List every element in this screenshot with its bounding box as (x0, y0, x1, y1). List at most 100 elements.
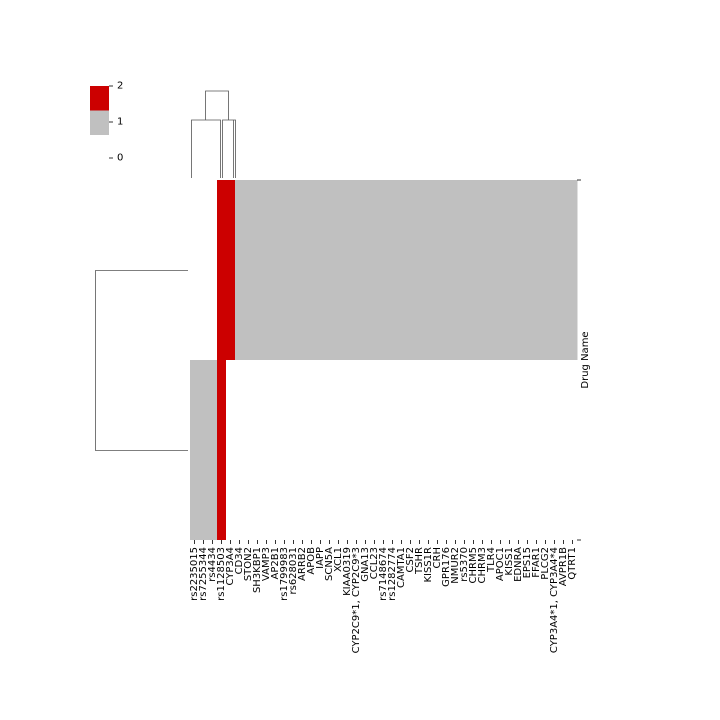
heatmap-cell (262, 180, 272, 360)
heatmap-cell (253, 360, 263, 540)
x-tick-label: AP2B1 (270, 547, 281, 579)
heatmap-cell (226, 360, 236, 540)
x-tick-label: CRH (432, 547, 443, 568)
x-tick-label: APOC1 (495, 547, 506, 581)
heatmap-cell (496, 180, 506, 360)
x-tick-label: XCL1 (333, 547, 344, 572)
x-tick-label: PLCG2 (540, 547, 551, 580)
x-tick-label: CCL23 (369, 547, 380, 579)
heatmap-cell (307, 180, 317, 360)
x-tick-label: CSF2 (405, 547, 416, 572)
x-tick-label: EPS15 (522, 547, 533, 578)
heatmap-cell (442, 360, 452, 540)
x-tick-label: CHRM3 (477, 547, 488, 583)
x-tick-label: CAMTA1 (396, 547, 407, 588)
heatmap-cell (415, 180, 425, 360)
x-tick-label: rs4434 (207, 547, 218, 582)
heatmap-cell (487, 360, 497, 540)
heatmap-cell (235, 360, 245, 540)
x-tick-label: rs1282774 (387, 547, 398, 601)
y-axis-label: Drug Name (580, 331, 591, 388)
x-tick-label: CYP2C9*1, CYP2C9*3 (351, 547, 362, 653)
colorbar-tick-label: 1 (117, 117, 123, 128)
x-tick-label: STON2 (243, 547, 254, 581)
x-tick-label: AVPR1B (558, 547, 569, 586)
heatmap-cell (199, 180, 209, 360)
x-tick-label: FFAR1 (531, 547, 542, 578)
heatmap-cell (289, 180, 299, 360)
heatmap-cell (433, 180, 443, 360)
column-dendrogram-branch (222, 119, 236, 178)
heatmap-cell (190, 180, 200, 360)
heatmap-cell (298, 180, 308, 360)
x-tick-label: rs628031 (288, 547, 299, 595)
heatmap-cell (271, 180, 281, 360)
heatmap-cell (478, 180, 488, 360)
heatmap-cell (316, 180, 326, 360)
x-tick-label: SH3KBP1 (252, 547, 263, 593)
column-dendrogram-branch (205, 90, 229, 120)
heatmap-cell (307, 360, 317, 540)
heatmap-cell (370, 360, 380, 540)
heatmap-cell (496, 360, 506, 540)
heatmap-cell (541, 180, 551, 360)
heatmap-cell (505, 180, 515, 360)
x-tick-label: CHRM5 (468, 547, 479, 583)
heatmap-cell (559, 180, 569, 360)
heatmap-cell (388, 180, 398, 360)
heatmap-cell (523, 360, 533, 540)
heatmap-cell (199, 360, 209, 540)
heatmap-cell (379, 180, 389, 360)
heatmap-cell (469, 360, 479, 540)
x-tick-label: KIAA0319 (342, 547, 353, 596)
x-tick-labels: rs2235015rs7255344rs4434rs1128503CYP3A4C… (189, 540, 578, 653)
x-tick-label: rs2235015 (189, 547, 200, 601)
colorbar-segment (90, 86, 109, 111)
x-tick-label: rs5370 (459, 547, 470, 582)
heatmap-cell (568, 180, 578, 360)
x-tick-label: rs1799983 (279, 547, 290, 601)
heatmap-cell (550, 360, 560, 540)
x-tick-label: CYP3A4 (225, 547, 236, 586)
heatmap-cell (289, 360, 299, 540)
heatmap-cell (568, 360, 578, 540)
heatmap-cell (334, 360, 344, 540)
heatmap-cell (541, 360, 551, 540)
heatmap-cell (460, 360, 470, 540)
heatmap-cell (550, 180, 560, 360)
heatmap-cell (262, 360, 272, 540)
x-tick-label: rs1128503 (216, 547, 227, 601)
heatmap-cell (280, 360, 290, 540)
x-tick-label: CD34 (234, 547, 245, 574)
x-tick-label: APOB (306, 547, 317, 575)
heatmap-cell (244, 360, 254, 540)
x-tick-label: QTRT1 (567, 547, 578, 580)
heatmap-cell (415, 360, 425, 540)
x-tick-label: CYP3A4*1, CYP3A4*4 (549, 547, 560, 653)
heatmap-cell (532, 360, 542, 540)
x-tick-label: GPR176 (441, 547, 452, 587)
colorbar-tick-label: 2 (117, 81, 123, 92)
heatmap-cell (460, 180, 470, 360)
heatmap-cell (478, 360, 488, 540)
heatmap-cell (280, 180, 290, 360)
column-dendrogram-branch (191, 119, 221, 178)
heatmap-cell (235, 180, 245, 360)
heatmap-cell (316, 360, 326, 540)
colorbar-segment (90, 110, 109, 136)
x-tick-label: KISS1R (423, 547, 434, 583)
x-tick-label: VAMP3 (261, 547, 272, 581)
row-dendrogram-branch (95, 270, 188, 451)
heatmap-cell (397, 360, 407, 540)
heatmap-cell (379, 360, 389, 540)
heatmap-cell (325, 180, 335, 360)
heatmap-cell (406, 360, 416, 540)
heatmap-cell (361, 360, 371, 540)
heatmap-cell (451, 360, 461, 540)
x-tick-label: rs7255344 (198, 547, 209, 601)
heatmap-cell (469, 180, 479, 360)
heatmap-cell (388, 360, 398, 540)
y-axis: Drug Name (577, 179, 591, 541)
x-tick-label: rs7148674 (378, 547, 389, 601)
